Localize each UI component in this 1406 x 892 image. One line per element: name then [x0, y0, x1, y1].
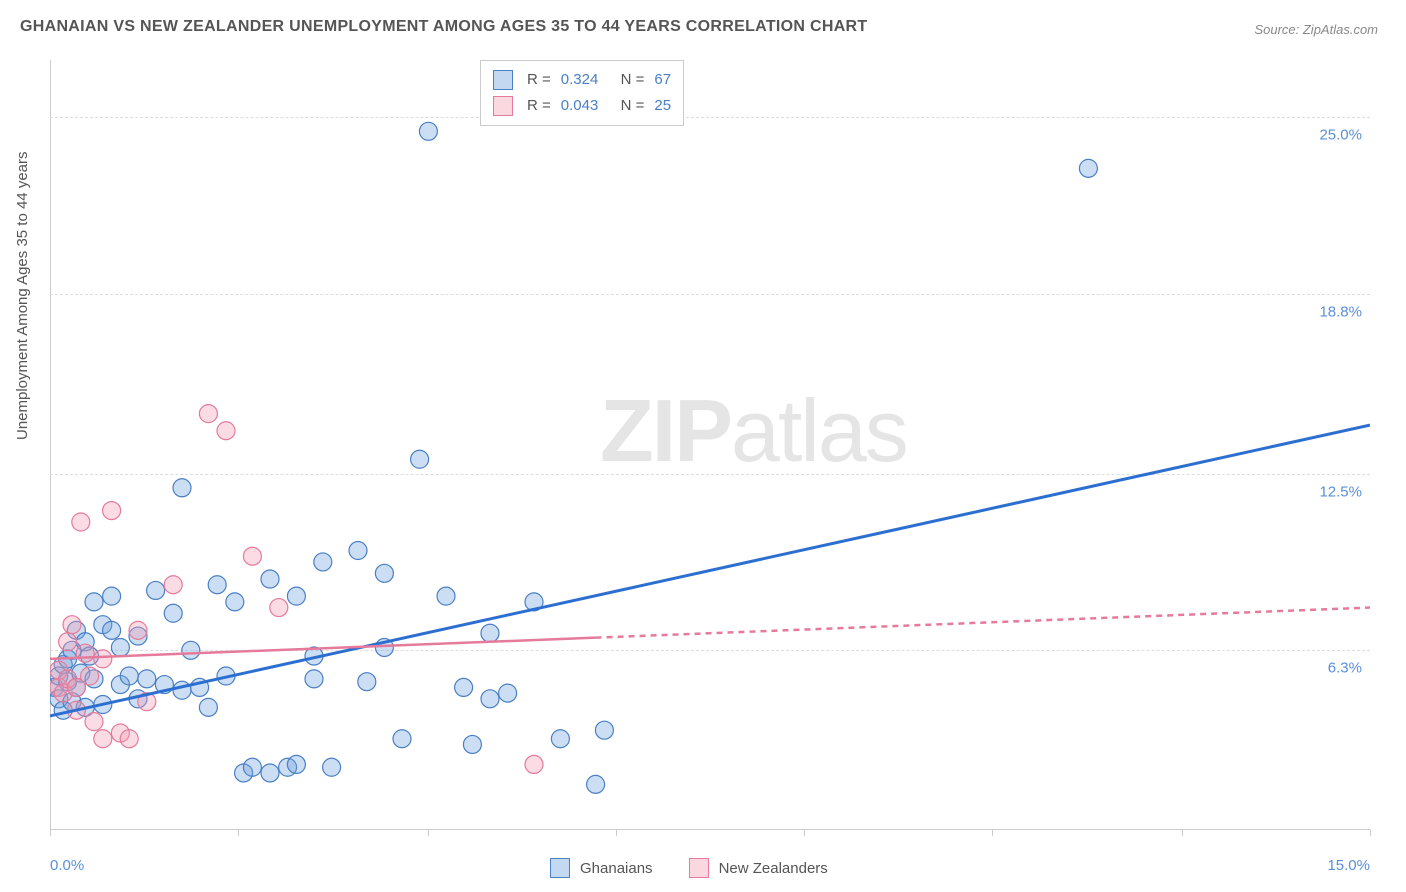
- data-point: [287, 587, 305, 605]
- data-point: [208, 576, 226, 594]
- x-tick: [616, 830, 617, 836]
- data-point: [481, 690, 499, 708]
- swatch-pink-icon: [689, 858, 709, 878]
- data-point: [129, 621, 147, 639]
- data-point: [587, 775, 605, 793]
- x-tick: [1182, 830, 1183, 836]
- data-point: [455, 678, 473, 696]
- data-point: [1079, 159, 1097, 177]
- legend-label: Ghanaians: [580, 860, 653, 877]
- x-axis-max-label: 15.0%: [1327, 857, 1370, 874]
- chart-plot-area: 6.3%12.5%18.8%25.0%: [50, 60, 1370, 830]
- data-point: [72, 513, 90, 531]
- data-point: [243, 547, 261, 565]
- data-point: [217, 422, 235, 440]
- y-axis-title: Unemployment Among Ages 35 to 44 years: [14, 151, 31, 440]
- data-point: [59, 633, 77, 651]
- data-point: [103, 502, 121, 520]
- legend-item-newzealanders: New Zealanders: [689, 858, 828, 878]
- r-value-ghanaians: 0.324: [561, 67, 599, 93]
- x-tick: [1370, 830, 1371, 836]
- data-point: [261, 764, 279, 782]
- scatter-svg: [50, 60, 1370, 830]
- data-point: [138, 670, 156, 688]
- r-label: R =: [527, 67, 551, 93]
- data-point: [261, 570, 279, 588]
- data-point: [411, 450, 429, 468]
- data-point: [393, 730, 411, 748]
- data-point: [199, 405, 217, 423]
- trend-line: [596, 608, 1370, 638]
- data-point: [226, 593, 244, 611]
- data-point: [499, 684, 517, 702]
- data-point: [147, 581, 165, 599]
- swatch-blue-icon: [493, 70, 513, 90]
- data-point: [349, 542, 367, 560]
- data-point: [173, 479, 191, 497]
- n-value-newzealanders: 25: [654, 93, 671, 119]
- data-point: [595, 721, 613, 739]
- data-point: [525, 755, 543, 773]
- correlation-legend: R = 0.324 N = 67 R = 0.043 N = 25: [480, 60, 684, 126]
- x-tick: [804, 830, 805, 836]
- legend-item-ghanaians: Ghanaians: [550, 858, 653, 878]
- data-point: [481, 624, 499, 642]
- data-point: [85, 593, 103, 611]
- x-tick: [238, 830, 239, 836]
- legend-row-ghanaians: R = 0.324 N = 67: [493, 67, 671, 93]
- data-point: [375, 564, 393, 582]
- data-point: [463, 735, 481, 753]
- data-point: [81, 667, 99, 685]
- data-point: [199, 698, 217, 716]
- x-axis-min-label: 0.0%: [50, 857, 84, 874]
- data-point: [111, 638, 129, 656]
- data-point: [120, 667, 138, 685]
- swatch-blue-icon: [550, 858, 570, 878]
- data-point: [305, 670, 323, 688]
- data-point: [314, 553, 332, 571]
- swatch-pink-icon: [493, 96, 513, 116]
- data-point: [85, 713, 103, 731]
- n-label: N =: [612, 67, 644, 93]
- data-point: [358, 673, 376, 691]
- series-legend: Ghanaians New Zealanders: [550, 858, 828, 878]
- data-point: [182, 641, 200, 659]
- r-label: R =: [527, 93, 551, 119]
- chart-title: GHANAIAN VS NEW ZEALANDER UNEMPLOYMENT A…: [20, 18, 867, 36]
- x-tick: [992, 830, 993, 836]
- n-value-ghanaians: 67: [654, 67, 671, 93]
- data-point: [94, 650, 112, 668]
- data-point: [270, 599, 288, 617]
- data-point: [419, 122, 437, 140]
- x-tick: [50, 830, 51, 836]
- data-point: [287, 755, 305, 773]
- data-point: [551, 730, 569, 748]
- data-point: [103, 621, 121, 639]
- legend-label: New Zealanders: [719, 860, 828, 877]
- data-point: [243, 758, 261, 776]
- r-value-newzealanders: 0.043: [561, 93, 599, 119]
- data-point: [76, 644, 94, 662]
- data-point: [63, 616, 81, 634]
- x-tick: [428, 830, 429, 836]
- trend-line: [50, 425, 1370, 716]
- data-point: [103, 587, 121, 605]
- data-point: [120, 730, 138, 748]
- legend-row-newzealanders: R = 0.043 N = 25: [493, 93, 671, 119]
- data-point: [323, 758, 341, 776]
- data-point: [164, 576, 182, 594]
- data-point: [94, 730, 112, 748]
- n-label: N =: [612, 93, 644, 119]
- source-label: Source: ZipAtlas.com: [1254, 22, 1378, 37]
- data-point: [164, 604, 182, 622]
- data-point: [437, 587, 455, 605]
